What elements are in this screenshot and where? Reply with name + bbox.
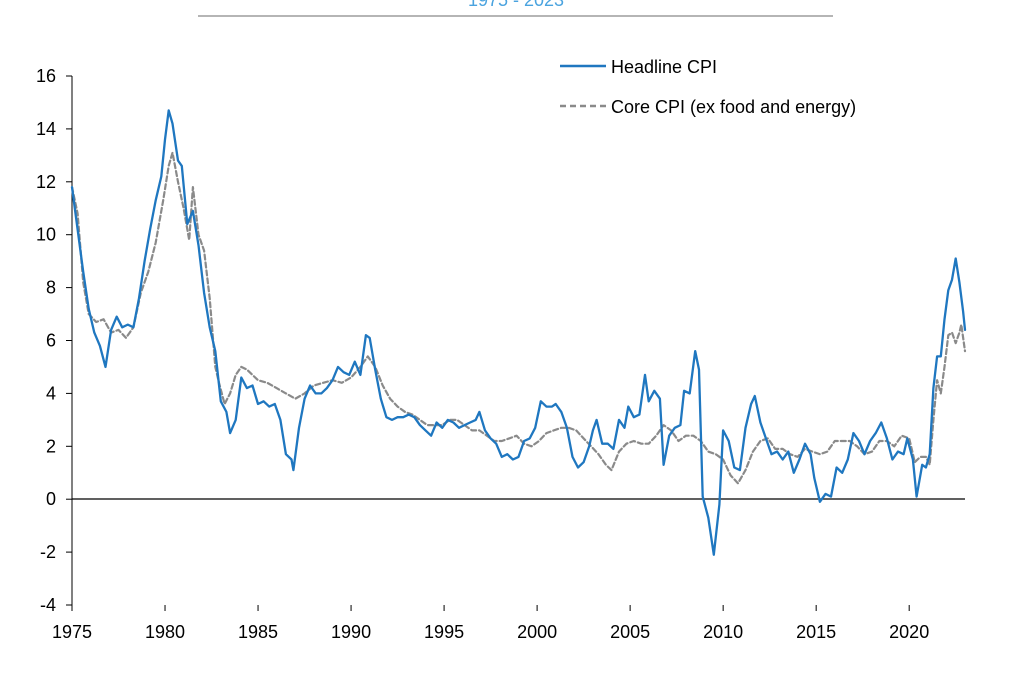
y-tick-label: -4 xyxy=(40,595,56,615)
y-tick-label: -2 xyxy=(40,542,56,562)
y-tick-label: 4 xyxy=(46,383,56,403)
x-axis-ticks: 1975 1980 1985 1990 1995 2000 2005 2010 2015 2020 xyxy=(52,605,929,642)
series-layer xyxy=(70,109,967,556)
y-tick-label: 12 xyxy=(36,172,56,192)
y-tick-label: 2 xyxy=(46,436,56,456)
x-tick-label: 1975 xyxy=(52,622,92,642)
y-tick-label: 8 xyxy=(46,278,56,298)
series-line-headline-cpi xyxy=(70,109,967,556)
x-tick-label: 2010 xyxy=(703,622,743,642)
legend-label-headline: Headline CPI xyxy=(611,57,717,77)
chart-subtitle: 1975 - 2023 xyxy=(468,0,564,10)
x-tick-label: 1995 xyxy=(424,622,464,642)
y-tick-label: 6 xyxy=(46,331,56,351)
y-tick-label: 0 xyxy=(46,489,56,509)
x-tick-label: 2015 xyxy=(796,622,836,642)
y-tick-label: 16 xyxy=(36,66,56,86)
y-tick-label: 10 xyxy=(36,225,56,245)
y-tick-label: 14 xyxy=(36,119,56,139)
x-tick-label: 2005 xyxy=(610,622,650,642)
x-tick-label: 2000 xyxy=(517,622,557,642)
x-tick-label: 1985 xyxy=(238,622,278,642)
series-line-core-cpi xyxy=(70,151,967,485)
x-tick-label: 2020 xyxy=(889,622,929,642)
legend-label-core: Core CPI (ex food and energy) xyxy=(611,97,856,117)
y-axis-ticks: 16 14 12 10 8 6 4 2 0 -2 -4 xyxy=(36,66,72,615)
x-tick-label: 1990 xyxy=(331,622,371,642)
legend: Headline CPI Core CPI (ex food and energ… xyxy=(560,57,856,117)
x-tick-label: 1980 xyxy=(145,622,185,642)
